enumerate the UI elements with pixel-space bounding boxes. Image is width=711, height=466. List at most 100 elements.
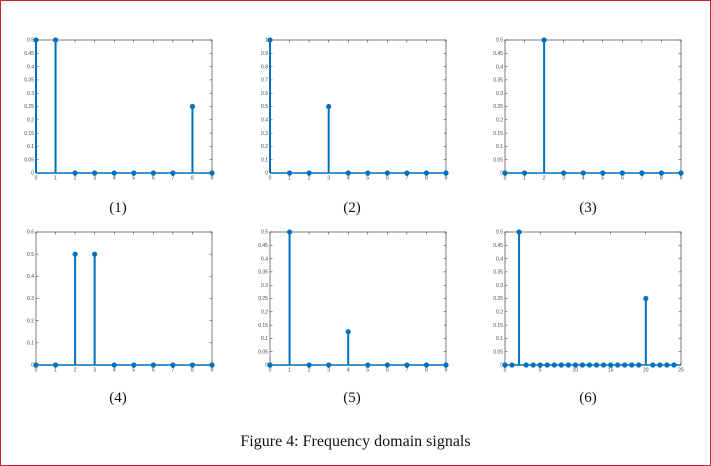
x-tick-label: 25 <box>678 368 684 374</box>
stem-marker <box>267 362 273 368</box>
y-tick-label: 0.05 <box>493 349 503 355</box>
x-tick-label: 9 <box>445 368 448 374</box>
stem-marker <box>619 170 625 176</box>
stem-marker <box>72 170 78 176</box>
axes-box <box>35 39 213 174</box>
x-tick-label: 6 <box>152 368 155 374</box>
stem-marker <box>443 170 449 176</box>
stem-marker <box>593 362 600 368</box>
stem-marker <box>404 170 410 176</box>
stem-marker <box>658 170 665 176</box>
stem-marker <box>537 362 543 368</box>
x-tick-label: 8 <box>425 176 428 182</box>
y-tick-label: 0.45 <box>493 243 503 249</box>
x-tick-label: 8 <box>660 176 663 182</box>
stem-marker <box>52 362 59 368</box>
x-tick-label: 3 <box>327 368 330 374</box>
stem-marker <box>558 362 564 368</box>
y-tick-label: 0 <box>265 171 268 177</box>
stem-marker <box>365 362 371 368</box>
y-tick-label: 0.1 <box>496 336 503 342</box>
x-tick-label: 1 <box>288 368 291 374</box>
axes-box <box>269 231 447 366</box>
stem-marker <box>579 362 586 368</box>
x-tick-label: 0 <box>269 368 272 374</box>
stem-marker <box>286 229 293 235</box>
stem-marker <box>267 37 273 43</box>
x-tick-label: 8 <box>191 176 194 182</box>
y-tick-label: 0 <box>500 171 503 177</box>
y-tick-label: 0.25 <box>258 296 268 302</box>
stem-plot-4: 0 0.1 0.2 0.3 0.4 0.5 0.6 0 1 2 3 4 5 6 7 8 9 <box>27 230 215 374</box>
stem-marker <box>150 170 156 176</box>
stem-marker <box>523 362 529 368</box>
x-tick-label: 4 <box>582 176 585 182</box>
axes-box <box>35 231 213 366</box>
stem-marker <box>404 362 410 368</box>
subplot-label-2: (2) <box>343 200 361 216</box>
stem-marker <box>131 170 137 176</box>
x-tick-label: 6 <box>386 176 389 182</box>
stem-plot-5: 0 0.05 0.1 0.15 0.2 0.25 0.3 0.35 0.4 0.45 0.5 0 1 2 3… <box>258 229 449 374</box>
y-tick-label: 0.2 <box>261 144 268 150</box>
x-tick-label: 4 <box>347 176 350 182</box>
stem-marker <box>509 362 515 368</box>
stem-marker <box>286 170 293 176</box>
y-tick-label: 0.6 <box>261 91 268 97</box>
stem-marker <box>111 170 117 176</box>
x-tick-label: 4 <box>113 368 116 374</box>
y-tick-label: 0.5 <box>261 104 268 110</box>
stem-marker <box>306 170 312 176</box>
y-tick-label: 0.7 <box>261 78 268 84</box>
stem-marker <box>326 362 332 368</box>
x-tick-label: 0 <box>504 176 507 182</box>
x-tick-label: 4 <box>347 368 350 374</box>
y-tick-label: 0.25 <box>24 104 34 110</box>
y-tick-label: 0.3 <box>261 283 268 289</box>
x-tick-label: 0 <box>35 176 38 182</box>
y-tick-label: 0.5 <box>496 230 503 236</box>
x-tick-label: 7 <box>171 176 174 182</box>
y-tick-label: 0 <box>31 171 34 177</box>
stem-marker <box>384 170 390 176</box>
x-tick-label: 9 <box>211 368 214 374</box>
y-tick-label: 0.1 <box>27 341 34 347</box>
x-tick-label: 7 <box>171 368 174 374</box>
y-tick-label: 0.15 <box>493 131 503 137</box>
stem-marker <box>639 170 645 176</box>
x-tick-label: 1 <box>54 176 57 182</box>
y-tick-label: 0.5 <box>27 38 34 44</box>
x-tick-label: 5 <box>132 176 135 182</box>
x-tick-label: 2 <box>308 368 311 374</box>
axes-box <box>269 39 447 174</box>
stem-marker <box>92 170 98 176</box>
stem-marker <box>521 170 528 176</box>
y-tick-label: 0.45 <box>493 51 503 57</box>
stem-marker <box>561 170 567 176</box>
y-tick-label: 0.35 <box>493 270 503 276</box>
stem-marker <box>572 362 578 368</box>
x-tick-label: 2 <box>543 176 546 182</box>
x-tick-label: 5 <box>366 176 369 182</box>
x-tick-label: 3 <box>327 176 330 182</box>
y-tick-label: 0.25 <box>493 296 503 302</box>
y-tick-label: 0.8 <box>261 64 268 70</box>
y-tick-label: 0.15 <box>258 323 268 329</box>
stem-marker <box>657 362 663 368</box>
x-tick-label: 6 <box>152 176 155 182</box>
subplot-label-4: (4) <box>109 390 127 406</box>
stem-marker <box>209 362 215 368</box>
subplot-label-6: (6) <box>579 390 597 406</box>
y-tick-label: 0.15 <box>493 323 503 329</box>
x-tick-label: 3 <box>562 176 565 182</box>
y-tick-label: 0.2 <box>496 118 503 124</box>
y-tick-label: 0.1 <box>496 144 503 150</box>
stem-marker <box>189 362 196 368</box>
stem-marker <box>600 170 606 176</box>
stem-plot-1: 0 0.05 0.1 0.15 0.2 0.25 0.3 0.35 0.4 0.45 0.5 0 1 2 3… <box>24 37 215 182</box>
stem-marker <box>664 362 670 368</box>
x-tick-label: 2 <box>308 176 311 182</box>
y-tick-label: 0.15 <box>24 131 34 137</box>
stem-marker <box>52 37 59 43</box>
x-tick-label: 5 <box>601 176 604 182</box>
